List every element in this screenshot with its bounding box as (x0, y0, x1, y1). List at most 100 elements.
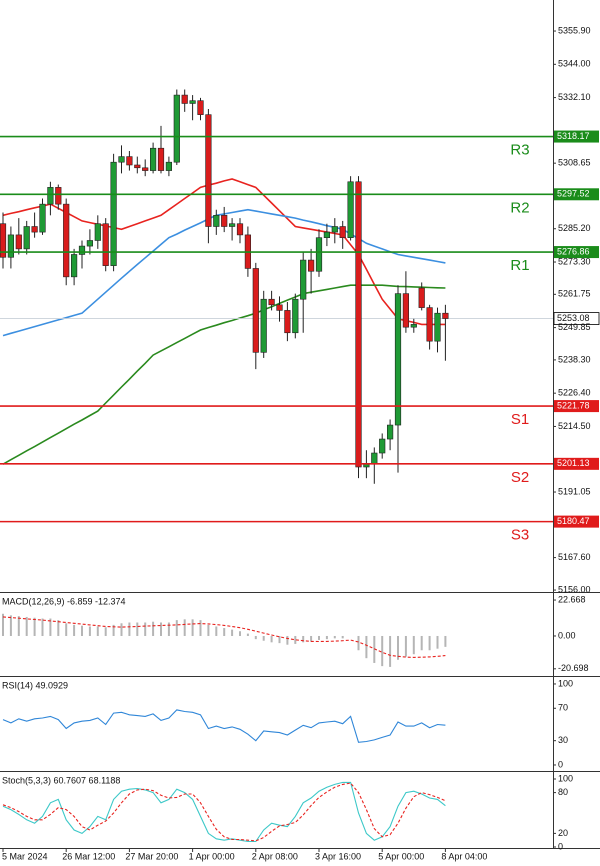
macd-bar (128, 622, 131, 636)
candle-body (63, 203, 70, 278)
candle-body (379, 438, 386, 454)
y-tick-label: 100 (558, 773, 573, 783)
macd-bar (294, 635, 297, 644)
level-price-box (554, 400, 599, 413)
y-tick-label: 20 (558, 828, 568, 838)
candle-body (276, 304, 283, 311)
y-tick-label: 5344.00 (558, 59, 591, 69)
y-tick-label: 5214.50 (558, 421, 591, 431)
macd-bar (325, 635, 328, 640)
candle-body (426, 307, 433, 342)
y-tick-label: 5156.00 (558, 584, 591, 594)
candle-body (213, 215, 220, 227)
candle-body (126, 156, 133, 166)
macd-bar (318, 635, 320, 640)
y-tick-label: 5308.65 (558, 158, 591, 168)
candle-body (134, 164, 141, 169)
candle-body (418, 287, 425, 308)
y-tick-label: 5261.75 (558, 289, 591, 299)
macd-bar (397, 635, 399, 660)
macd-bar (262, 635, 265, 641)
macd-bar (9, 615, 12, 636)
macd-bar (57, 620, 60, 636)
y-tick-label: 5355.90 (558, 25, 591, 35)
macd-bar (412, 635, 415, 655)
candle-body (55, 187, 62, 205)
macd-bar (207, 624, 210, 636)
candle-body (292, 298, 299, 334)
macd-bar (239, 631, 241, 636)
candle-body (284, 310, 291, 334)
macd-bar (2, 613, 4, 636)
macd-bar (104, 627, 107, 636)
macd-bar (286, 635, 289, 645)
y-tick-label: 5167.60 (558, 552, 591, 562)
macd-bar (136, 622, 139, 636)
candle-body (150, 147, 157, 171)
level-price: 5180.47 (557, 516, 590, 526)
level-name: S1 (511, 411, 529, 428)
candle-body (197, 100, 204, 115)
candle-body (229, 223, 236, 227)
x-tick-label: 8 Apr 04:00 (441, 851, 487, 861)
candle-body (7, 234, 15, 258)
macd-signal (2, 616, 446, 658)
candle-body (118, 156, 125, 163)
candle-body (181, 94, 188, 104)
candle-body (323, 231, 331, 238)
level-price: 5201.13 (557, 458, 590, 468)
indicator-line (2, 781, 446, 843)
last-price-box (553, 312, 600, 325)
level-price: 5297.52 (557, 189, 590, 199)
candle-body (339, 226, 346, 238)
x-tick-label: 27 Mar 20:00 (125, 851, 178, 861)
macd-bar (341, 635, 344, 639)
macd-bar (404, 635, 407, 657)
macd-bar (254, 635, 257, 640)
candle-body (94, 223, 101, 241)
candle-body (205, 114, 212, 227)
candle-body (110, 161, 117, 266)
candle-body (86, 240, 93, 247)
macd-bar (175, 620, 178, 636)
candle-body (102, 223, 109, 266)
candle-body (410, 324, 417, 328)
macd-bar (215, 626, 218, 636)
level-price-box (554, 457, 599, 470)
macd-bar (302, 635, 305, 643)
macd-bar (191, 619, 194, 636)
level-name: R3 (510, 142, 529, 159)
level-price-box (554, 130, 599, 143)
level-price: 5276.86 (557, 246, 590, 256)
indicator-line (2, 782, 446, 842)
macd-bar (231, 629, 234, 636)
panel-title: MACD(12,26,9) -6.859 -12.374 (2, 596, 126, 606)
candle-body (71, 254, 78, 278)
moving-average (2, 178, 446, 326)
level-price-box (554, 246, 599, 259)
last-price: 5253.08 (557, 313, 590, 323)
x-tick-label: 3 Apr 16:00 (315, 851, 361, 861)
macd-bar (444, 635, 447, 647)
y-tick-label: 70 (558, 703, 568, 713)
candle-body (173, 94, 180, 163)
y-tick-label: 5332.10 (558, 92, 591, 102)
panel-title: Stoch(5,3,3) 60.7607 68.1188 (2, 775, 120, 785)
macd-bar (160, 622, 162, 636)
candle-body (142, 167, 149, 171)
macd-bar (381, 635, 384, 667)
macd-bar (88, 626, 91, 636)
macd-bar (389, 635, 392, 667)
level-name: R1 (510, 257, 529, 274)
y-tick-label: 5249.85 (558, 322, 591, 332)
candle-body (31, 226, 38, 233)
y-tick-label: 5191.05 (558, 486, 591, 496)
y-tick-label: 5273.30 (558, 256, 591, 266)
candle-body (260, 298, 267, 353)
level-name: S3 (511, 527, 529, 544)
macd-bar (96, 626, 99, 636)
macd-bar (310, 635, 313, 642)
candle-body (39, 203, 46, 233)
y-tick-label: 0.00 (558, 630, 576, 640)
x-tick-label: 5 Apr 00:00 (378, 851, 424, 861)
